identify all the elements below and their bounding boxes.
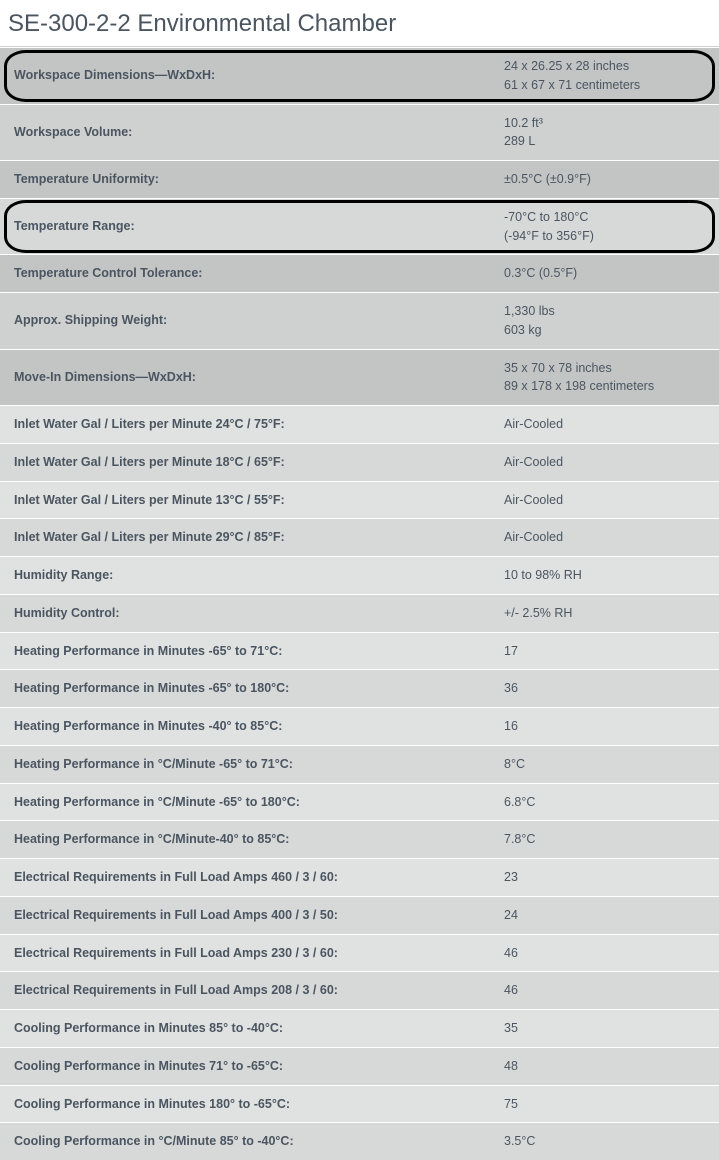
spec-label: Inlet Water Gal / Liters per Minute 18°C… <box>0 443 490 481</box>
spec-label: Heating Performance in Minutes -40° to 8… <box>0 708 490 746</box>
spec-label: Workspace Volume: <box>0 104 490 161</box>
spec-row: Workspace Volume:10.2 ft³289 L <box>0 104 719 161</box>
spec-value: Air-Cooled <box>490 481 719 519</box>
spec-label: Temperature Range: <box>0 198 490 255</box>
spec-row: Inlet Water Gal / Liters per Minute 24°C… <box>0 406 719 444</box>
spec-value: 0.3°C (0.5°F) <box>490 255 719 293</box>
spec-row: Temperature Range:-70°C to 180°C(-94°F t… <box>0 198 719 255</box>
spec-label: Electrical Requirements in Full Load Amp… <box>0 859 490 897</box>
spec-label: Heating Performance in Minutes -65° to 7… <box>0 632 490 670</box>
spec-value: 16 <box>490 708 719 746</box>
spec-row: Cooling Performance in Minutes 180° to -… <box>0 1085 719 1123</box>
spec-row: Heating Performance in Minutes -40° to 8… <box>0 708 719 746</box>
spec-value: 24 x 26.25 x 28 inches61 x 67 x 71 centi… <box>490 48 719 105</box>
spec-row: Temperature Uniformity:±0.5°C (±0.9°F) <box>0 161 719 199</box>
spec-label: Inlet Water Gal / Liters per Minute 13°C… <box>0 481 490 519</box>
spec-table: Workspace Dimensions—WxDxH:24 x 26.25 x … <box>0 47 719 1160</box>
spec-value: 10.2 ft³289 L <box>490 104 719 161</box>
spec-row: Humidity Range:10 to 98% RH <box>0 557 719 595</box>
spec-value: ±0.5°C (±0.9°F) <box>490 161 719 199</box>
spec-label: Inlet Water Gal / Liters per Minute 24°C… <box>0 406 490 444</box>
spec-value: Air-Cooled <box>490 443 719 481</box>
spec-row: Inlet Water Gal / Liters per Minute 13°C… <box>0 481 719 519</box>
spec-label: Cooling Performance in Minutes 71° to -6… <box>0 1047 490 1085</box>
spec-value: 46 <box>490 934 719 972</box>
spec-row: Approx. Shipping Weight:1,330 lbs603 kg <box>0 293 719 350</box>
spec-label: Heating Performance in °C/Minute -65° to… <box>0 745 490 783</box>
spec-label: Cooling Performance in Minutes 85° to -4… <box>0 1010 490 1048</box>
spec-value: 36 <box>490 670 719 708</box>
spec-row: Humidity Control:+/- 2.5% RH <box>0 594 719 632</box>
spec-row: Cooling Performance in Minutes 71° to -6… <box>0 1047 719 1085</box>
spec-label: Electrical Requirements in Full Load Amp… <box>0 896 490 934</box>
spec-row: Inlet Water Gal / Liters per Minute 29°C… <box>0 519 719 557</box>
spec-row: Electrical Requirements in Full Load Amp… <box>0 896 719 934</box>
spec-label: Electrical Requirements in Full Load Amp… <box>0 934 490 972</box>
spec-value: 46 <box>490 972 719 1010</box>
spec-label: Inlet Water Gal / Liters per Minute 29°C… <box>0 519 490 557</box>
spec-row: Heating Performance in °C/Minute -65° to… <box>0 783 719 821</box>
spec-row: Temperature Control Tolerance:0.3°C (0.5… <box>0 255 719 293</box>
spec-value: 24 <box>490 896 719 934</box>
spec-label: Humidity Control: <box>0 594 490 632</box>
spec-value: Air-Cooled <box>490 406 719 444</box>
spec-value: 23 <box>490 859 719 897</box>
spec-value: 48 <box>490 1047 719 1085</box>
spec-label: Temperature Control Tolerance: <box>0 255 490 293</box>
spec-row: Heating Performance in °C/Minute -65° to… <box>0 745 719 783</box>
spec-table-body: Workspace Dimensions—WxDxH:24 x 26.25 x … <box>0 48 719 1160</box>
spec-label: Move-In Dimensions—WxDxH: <box>0 349 490 406</box>
spec-row: Heating Performance in Minutes -65° to 1… <box>0 670 719 708</box>
spec-label: Cooling Performance in °C/Minute 85° to … <box>0 1123 490 1160</box>
spec-value: 35 <box>490 1010 719 1048</box>
spec-value: 17 <box>490 632 719 670</box>
spec-label: Temperature Uniformity: <box>0 161 490 199</box>
spec-row: Heating Performance in °C/Minute-40° to … <box>0 821 719 859</box>
spec-row: Cooling Performance in °C/Minute 85° to … <box>0 1123 719 1160</box>
spec-label: Heating Performance in °C/Minute-40° to … <box>0 821 490 859</box>
spec-value: +/- 2.5% RH <box>490 594 719 632</box>
spec-row: Move-In Dimensions—WxDxH:35 x 70 x 78 in… <box>0 349 719 406</box>
spec-label: Workspace Dimensions—WxDxH: <box>0 48 490 105</box>
spec-row: Electrical Requirements in Full Load Amp… <box>0 859 719 897</box>
spec-value: 6.8°C <box>490 783 719 821</box>
spec-label: Cooling Performance in Minutes 180° to -… <box>0 1085 490 1123</box>
spec-value: Air-Cooled <box>490 519 719 557</box>
spec-row: Cooling Performance in Minutes 85° to -4… <box>0 1010 719 1048</box>
spec-value: 8°C <box>490 745 719 783</box>
spec-label: Humidity Range: <box>0 557 490 595</box>
spec-page: SE-300-2-2 Environmental Chamber Workspa… <box>0 0 719 1160</box>
spec-row: Electrical Requirements in Full Load Amp… <box>0 972 719 1010</box>
spec-value: 75 <box>490 1085 719 1123</box>
spec-value: 3.5°C <box>490 1123 719 1160</box>
spec-value: 1,330 lbs603 kg <box>490 293 719 350</box>
spec-row: Electrical Requirements in Full Load Amp… <box>0 934 719 972</box>
page-title: SE-300-2-2 Environmental Chamber <box>0 0 719 47</box>
spec-label: Heating Performance in °C/Minute -65° to… <box>0 783 490 821</box>
spec-label: Approx. Shipping Weight: <box>0 293 490 350</box>
spec-row: Workspace Dimensions—WxDxH:24 x 26.25 x … <box>0 48 719 105</box>
spec-value: 10 to 98% RH <box>490 557 719 595</box>
spec-row: Inlet Water Gal / Liters per Minute 18°C… <box>0 443 719 481</box>
spec-value: 7.8°C <box>490 821 719 859</box>
spec-row: Heating Performance in Minutes -65° to 7… <box>0 632 719 670</box>
spec-value: -70°C to 180°C(-94°F to 356°F) <box>490 198 719 255</box>
spec-label: Electrical Requirements in Full Load Amp… <box>0 972 490 1010</box>
spec-label: Heating Performance in Minutes -65° to 1… <box>0 670 490 708</box>
spec-value: 35 x 70 x 78 inches89 x 178 x 198 centim… <box>490 349 719 406</box>
